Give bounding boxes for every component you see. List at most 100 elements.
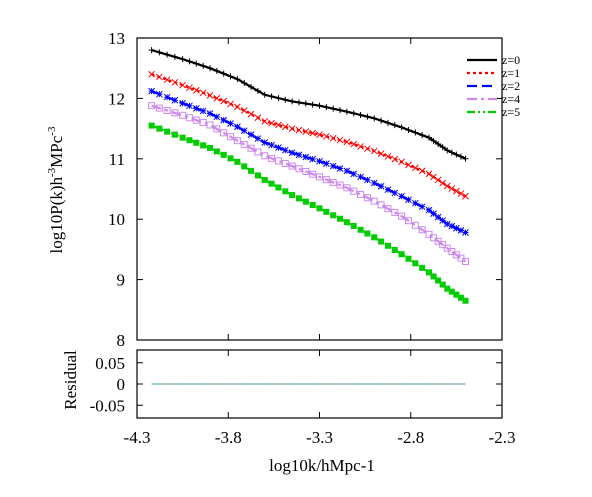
y-axis-label: log10P(k)h-3MPc-3 [46, 126, 66, 253]
data-point-z=5 [275, 184, 282, 191]
data-point-z=1 [364, 145, 371, 153]
residual-y-tick-label: 0.05 [95, 354, 125, 373]
data-point-z=1 [295, 126, 303, 134]
data-point-z=1 [148, 70, 155, 78]
data-point-z=5 [316, 205, 323, 212]
data-point-z=5 [405, 255, 412, 262]
y-tick-label: 12 [108, 89, 125, 108]
data-point-z=4 [227, 133, 235, 141]
data-point-z=5 [213, 148, 220, 155]
y-axis-label-main: log10P(k)h [47, 176, 66, 253]
data-point-z=4 [233, 137, 241, 145]
data-point-z=2 [302, 153, 310, 161]
data-point-z=1 [357, 143, 364, 150]
data-point-z=2 [268, 141, 275, 149]
data-point-z=2 [425, 206, 433, 214]
data-point-z=4 [309, 170, 317, 178]
data-point-z=0 [430, 137, 437, 144]
data-point-z=5 [171, 131, 178, 138]
data-point-z=0 [435, 141, 442, 148]
data-point-z=4 [377, 201, 385, 209]
residual-y-label: Residual [61, 350, 80, 410]
data-point-z=4 [391, 208, 399, 216]
data-point-z=1 [322, 133, 330, 140]
data-point-z=5 [398, 251, 405, 258]
data-point-z=0 [213, 67, 220, 74]
legend-label-z=0: z=0 [502, 53, 520, 67]
data-point-z=0 [289, 98, 296, 105]
data-point-z=0 [439, 144, 446, 151]
data-point-z=2 [357, 173, 364, 181]
data-point-z=5 [309, 202, 316, 209]
data-point-z=2 [391, 189, 399, 197]
data-point-z=1 [240, 107, 248, 114]
data-point-z=0 [444, 147, 451, 154]
data-point-z=0 [275, 95, 282, 102]
data-point-z=1 [261, 117, 269, 125]
data-point-z=4 [281, 159, 289, 167]
data-point-z=0 [241, 79, 248, 86]
data-point-z=1 [398, 158, 405, 166]
data-point-z=4 [384, 205, 392, 213]
x-ticks: -4.3 -3.8 -3.3 -2.8 -2.3 [124, 38, 515, 447]
data-point-z=0 [282, 96, 289, 103]
data-point-z=1 [350, 140, 358, 148]
data-point-z=0 [179, 56, 186, 63]
data-point-z=0 [193, 60, 200, 67]
data-point-z=1 [192, 86, 200, 94]
data-point-z=4 [343, 184, 351, 192]
data-point-z=1 [199, 89, 207, 97]
x-tick-label: -3.8 [215, 428, 242, 447]
data-point-z=5 [419, 264, 426, 271]
data-point-z=4 [163, 106, 171, 114]
data-point-z=5 [453, 291, 460, 298]
data-point-z=1 [163, 76, 171, 84]
data-point-z=0 [171, 53, 178, 60]
data-point-z=1 [443, 182, 451, 190]
data-point-z=4 [398, 212, 406, 220]
data-point-z=4 [357, 190, 365, 198]
data-point-z=2 [336, 165, 344, 172]
residual-y-tick-label: -0.05 [90, 396, 125, 415]
data-point-z=4 [192, 116, 200, 124]
data-point-z=4 [179, 111, 187, 119]
data-point-z=1 [391, 155, 399, 163]
data-point-z=5 [179, 134, 186, 141]
data-point-z=2 [343, 167, 351, 175]
data-point-z=1 [156, 73, 163, 81]
data-point-z=2 [316, 157, 323, 165]
x-tick-label: -3.3 [306, 428, 333, 447]
data-point-z=5 [330, 212, 337, 219]
data-point-z=0 [309, 101, 316, 108]
data-point-z=1 [370, 147, 378, 155]
data-point-z=5 [227, 155, 234, 162]
data-point-z=4 [240, 140, 248, 148]
data-point-z=2 [329, 162, 337, 170]
data-point-z=5 [323, 208, 330, 215]
data-point-z=5 [248, 167, 255, 174]
data-point-z=4 [148, 102, 156, 110]
data-point-z=5 [164, 128, 171, 135]
data-point-z=2 [322, 160, 330, 167]
data-point-z=2 [148, 87, 155, 95]
data-point-z=2 [171, 96, 179, 104]
data-point-z=5 [426, 269, 432, 276]
data-point-z=1 [288, 125, 296, 132]
data-point-z=2 [288, 149, 296, 157]
data-point-z=5 [220, 151, 227, 158]
residual-panel: 0.05 0 -0.05 Residual [61, 349, 503, 419]
data-point-z=5 [384, 242, 391, 249]
data-point-z=1 [268, 119, 275, 127]
data-point-z=1 [171, 79, 179, 86]
data-point-z=0 [448, 149, 455, 156]
data-point-z=1 [439, 179, 447, 187]
series-z=1 [148, 70, 469, 200]
data-point-z=4 [206, 121, 214, 129]
data-point-z=1 [453, 187, 460, 195]
series-line-z=4 [151, 104, 467, 263]
data-point-z=1 [411, 164, 419, 172]
data-point-z=0 [384, 119, 391, 126]
data-point-z=4 [302, 167, 310, 175]
